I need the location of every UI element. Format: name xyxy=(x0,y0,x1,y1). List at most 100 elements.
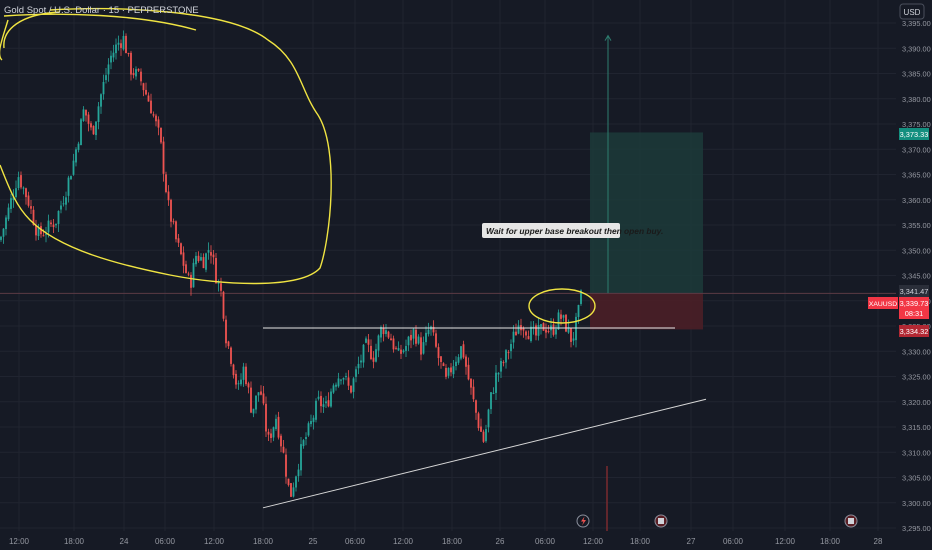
candle-body xyxy=(480,426,482,432)
candlestick-series xyxy=(0,30,582,498)
candle-body xyxy=(447,367,450,376)
candle-body xyxy=(315,400,317,420)
candle-body xyxy=(202,257,205,269)
time-tick-label: 06:00 xyxy=(535,537,556,546)
ascending-trendline[interactable] xyxy=(262,398,707,509)
candle-body xyxy=(100,94,102,107)
candle-body xyxy=(507,352,510,354)
candle-body xyxy=(15,188,17,198)
candle-body xyxy=(287,478,290,486)
bar-countdown: 08:31 xyxy=(905,309,924,318)
candle-body xyxy=(457,357,460,363)
price-tick-label: 3,305.00 xyxy=(902,474,931,483)
candle-body xyxy=(42,235,45,237)
earnings-icon[interactable] xyxy=(654,514,668,528)
candle-body xyxy=(60,205,62,210)
candle-body xyxy=(567,327,570,333)
candle-body xyxy=(37,227,40,237)
price-tick-label: 3,385.00 xyxy=(902,70,931,79)
candle-body xyxy=(307,423,310,436)
earnings-icon[interactable] xyxy=(844,514,858,528)
candle-body xyxy=(20,175,22,188)
long-position-tool[interactable] xyxy=(0,132,896,330)
candle-body xyxy=(212,254,215,258)
candle-body xyxy=(317,396,320,399)
candle-body xyxy=(312,417,315,423)
candle-body xyxy=(460,346,462,359)
candle-body xyxy=(185,264,187,273)
candle-body xyxy=(225,319,227,344)
candle-body xyxy=(272,427,275,438)
highlight-circle-breakout[interactable] xyxy=(528,288,596,324)
candle-body xyxy=(205,253,207,270)
time-tick-label: 18:00 xyxy=(630,537,651,546)
chart-grid xyxy=(0,0,896,531)
candle-body xyxy=(172,221,175,223)
candle-body xyxy=(535,325,537,336)
candle-body xyxy=(157,119,160,128)
candle-body xyxy=(0,236,2,240)
candle-body xyxy=(75,149,77,163)
annotation-label[interactable]: Wait for upper base breakout then open b… xyxy=(482,223,663,238)
svg-text:3,373.33: 3,373.33 xyxy=(900,130,929,139)
candle-body xyxy=(122,36,125,50)
candle-body xyxy=(137,68,140,71)
candle-body xyxy=(412,329,415,339)
candle-body xyxy=(22,187,25,189)
candle-body xyxy=(440,356,442,362)
price-tick-label: 3,350.00 xyxy=(902,246,931,255)
time-tick-label: 27 xyxy=(687,537,696,546)
candle-body xyxy=(552,324,555,335)
candle-body xyxy=(470,378,472,388)
candle-body xyxy=(300,444,302,471)
candle-body xyxy=(525,331,527,336)
candle-body xyxy=(515,331,517,336)
lightning-icon[interactable] xyxy=(576,514,590,528)
candle-body xyxy=(215,258,217,284)
annotation-text: Wait for upper base breakout then open b… xyxy=(486,226,663,236)
candle-body xyxy=(30,206,32,209)
candle-body xyxy=(397,348,400,351)
currency-button[interactable]: USD xyxy=(899,3,925,20)
price-tick-label: 3,370.00 xyxy=(902,145,931,154)
stop-zone[interactable] xyxy=(590,293,703,330)
time-axis[interactable]: 12:00 18:00 24 06:00 12:00 18:00 25 06:00 12:00 1… xyxy=(0,531,896,550)
candle-body xyxy=(242,366,245,380)
price-tick-label: 3,300.00 xyxy=(902,499,931,508)
candle-body xyxy=(400,349,402,354)
candle-body xyxy=(475,400,477,413)
candle-body xyxy=(237,383,240,385)
candle-body xyxy=(355,369,357,377)
candle-body xyxy=(360,360,362,363)
candle-body xyxy=(500,361,502,372)
candle-body xyxy=(302,440,305,447)
candle-body xyxy=(152,114,155,116)
target-price-tag: 3,373.33 xyxy=(899,128,929,140)
user-drawings[interactable] xyxy=(0,8,707,509)
price-tick-label: 3,355.00 xyxy=(902,221,931,230)
candle-body xyxy=(210,252,212,256)
candle-body xyxy=(345,376,347,378)
svg-text:3,339.73: 3,339.73 xyxy=(900,299,929,308)
candle-body xyxy=(435,333,437,347)
candle-body xyxy=(257,392,260,396)
candle-body xyxy=(87,114,90,124)
candle-body xyxy=(125,35,127,54)
candle-body xyxy=(110,55,112,63)
candle-body xyxy=(200,257,202,261)
time-tick-label: 06:00 xyxy=(155,537,176,546)
time-tick-label: 12:00 xyxy=(583,537,604,546)
candle-body xyxy=(570,328,572,342)
candle-body xyxy=(10,198,12,209)
candle-body xyxy=(97,106,100,122)
candle-body xyxy=(557,312,560,330)
highlight-circle-top[interactable] xyxy=(0,8,332,285)
candle-body xyxy=(335,384,337,387)
candle-body xyxy=(240,379,242,385)
price-axis[interactable]: 3,395.00 3,390.00 3,385.00 3,380.00 3,375.00… xyxy=(896,0,932,550)
time-tick-label: 18:00 xyxy=(64,537,85,546)
target-zone[interactable] xyxy=(590,132,703,294)
title-underline[interactable] xyxy=(3,13,197,31)
candle-body xyxy=(505,350,507,363)
